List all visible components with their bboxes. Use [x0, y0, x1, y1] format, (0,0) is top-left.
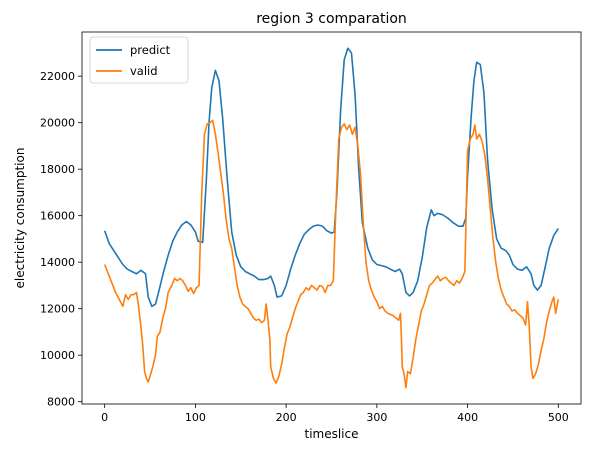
legend: predict valid	[89, 36, 189, 84]
series-line-valid	[103, 119, 560, 389]
legend-label-predict: predict	[130, 43, 171, 57]
series-lines	[103, 47, 560, 389]
y-tick-label: 18000	[40, 163, 75, 176]
plot-area-frame	[81, 31, 582, 405]
y-tick-label: 12000	[40, 303, 75, 316]
series-line-predict	[103, 47, 559, 308]
x-tick-label: 400	[457, 411, 478, 424]
chart-title: region 3 comparation	[256, 11, 407, 27]
x-tick-label: 200	[276, 411, 297, 424]
x-tick-label: 500	[548, 411, 569, 424]
y-tick-label: 16000	[40, 210, 75, 223]
y-tick-label: 22000	[40, 70, 75, 83]
y-tick-label: 10000	[40, 349, 75, 362]
y-tick-label: 14000	[40, 256, 75, 269]
x-tick-label: 100	[185, 411, 206, 424]
y-tick-label: 8000	[47, 396, 75, 409]
x-tick-label: 300	[366, 411, 387, 424]
y-axis-ticks: 8000 10000 12000 14000 16000 18000 20000 22000	[40, 70, 82, 409]
x-axis-ticks: 0 100 200 300 400 500	[101, 404, 569, 424]
x-axis-label: timeslice	[304, 427, 358, 441]
y-tick-label: 20000	[40, 117, 75, 130]
y-axis-label: electricity consumption	[13, 148, 27, 289]
legend-label-valid: valid	[130, 64, 158, 78]
x-tick-label: 0	[101, 411, 108, 424]
